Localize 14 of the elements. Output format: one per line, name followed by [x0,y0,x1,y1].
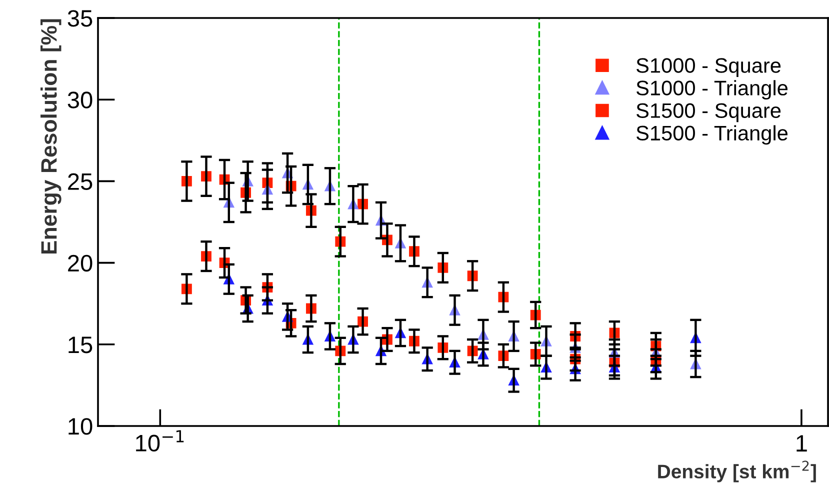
legend-label: S1500 - Triangle [636,125,788,145]
y-tick-label: 20 [68,254,92,272]
y-tick-label: 10 [68,418,92,435]
x-tick-label: 1 [796,435,807,452]
legend-label: S1000 - Triangle [636,80,788,100]
legend-label: S1000 - Square [636,58,781,78]
y-axis-title: Energy Resolution [%] [40,19,62,254]
legend-label: S1500 - Square [636,103,781,122]
x-axis-title: Density [st km$^{−2}$] [658,460,816,482]
x-tick-label: 10$^{−1}$ [136,430,184,452]
y-tick-label: 25 [68,173,92,190]
y-tick-label: 30 [68,92,92,108]
y-tick-label: 35 [68,10,92,27]
y-tick-label: 15 [68,336,92,354]
